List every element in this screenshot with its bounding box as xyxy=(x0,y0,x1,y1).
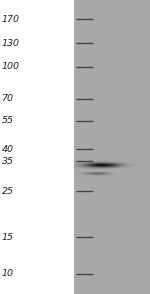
Text: 130: 130 xyxy=(2,39,20,48)
Bar xyxy=(74,0,150,294)
Text: 55: 55 xyxy=(2,116,14,125)
Text: 15: 15 xyxy=(2,233,14,242)
Bar xyxy=(0,0,74,294)
Text: 70: 70 xyxy=(2,94,14,103)
Text: 25: 25 xyxy=(2,187,14,196)
Bar xyxy=(0,0,74,294)
Text: 100: 100 xyxy=(2,62,20,71)
Text: 10: 10 xyxy=(2,269,14,278)
Text: 35: 35 xyxy=(2,157,14,166)
Text: 40: 40 xyxy=(2,145,14,154)
Text: 170: 170 xyxy=(2,14,20,24)
